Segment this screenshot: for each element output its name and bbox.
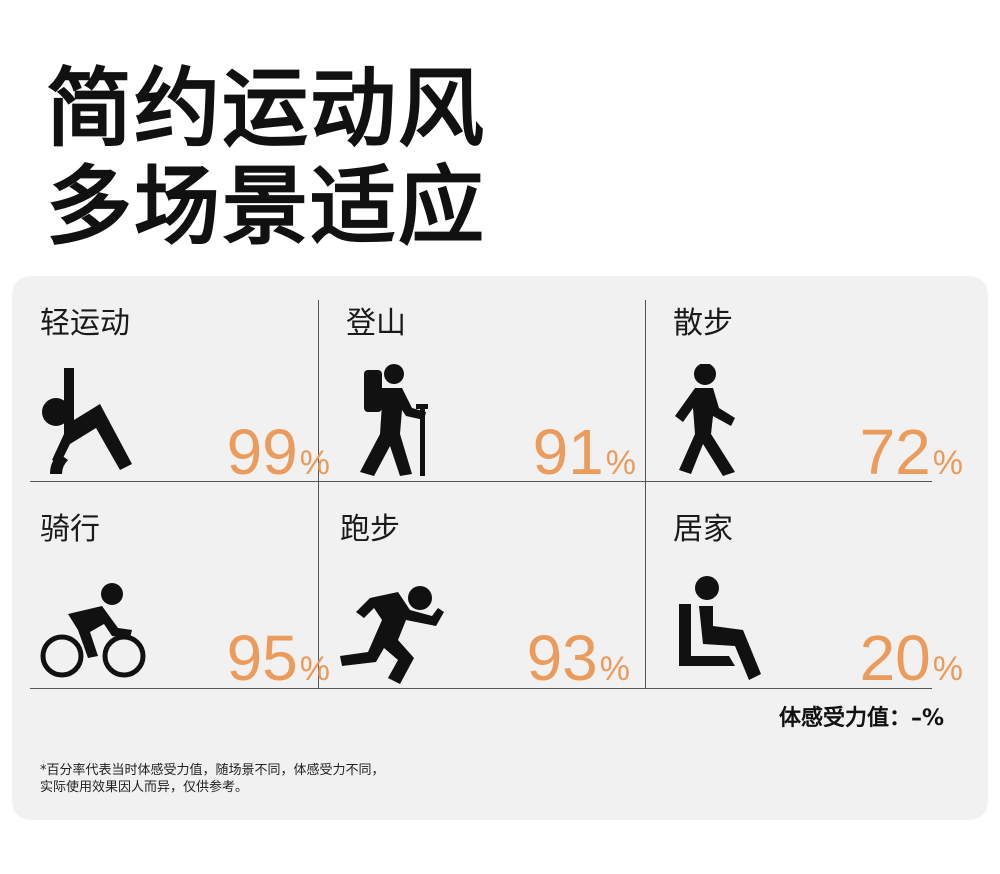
scenario-label: 跑步	[340, 512, 400, 547]
scenario-label: 骑行	[40, 512, 100, 547]
footnote-line-1: *百分率代表当时体感受力值，随场景不同，体感受力不同，	[40, 763, 385, 778]
value-number: 99	[226, 416, 298, 488]
walker-icon	[675, 364, 735, 476]
scenario-label: 登山	[346, 306, 406, 341]
scenario-label: 散步	[673, 306, 733, 341]
cyclist-icon	[40, 583, 146, 678]
value-number: 72	[859, 416, 931, 488]
grid-divider-h2	[30, 688, 932, 689]
scenario-value: 20%	[860, 626, 963, 690]
scenario-value: 95%	[227, 626, 330, 690]
value-unit: %	[299, 444, 330, 482]
scenario-value: 93%	[527, 626, 630, 690]
value-unit: %	[932, 650, 963, 688]
value-unit: %	[932, 444, 963, 482]
grid-divider-v2	[645, 300, 646, 688]
headline-line-1: 简约运动风	[46, 59, 486, 159]
hiker-icon	[360, 364, 428, 476]
scenario-home: 居家 20%	[673, 510, 963, 696]
seated-person-icon	[679, 576, 761, 680]
headline: 简约运动风 多场景适应	[46, 60, 486, 256]
legend-text: 体感受力值：–%	[778, 706, 944, 731]
scenario-running: 跑步 93%	[340, 510, 630, 696]
scenario-cycling: 骑行 95%	[40, 510, 330, 696]
grid-divider-v1	[318, 300, 319, 688]
grid-divider-h1	[30, 481, 932, 482]
stretch-icon	[42, 368, 132, 474]
scenario-value: 91%	[533, 420, 636, 484]
scenario-value: 72%	[860, 420, 963, 484]
value-number: 91	[532, 416, 604, 488]
value-number: 95	[226, 622, 298, 694]
headline-line-2: 多场景适应	[46, 157, 486, 257]
value-number: 20	[859, 622, 931, 694]
footnote-line-2: 实际使用效果因人而异，仅供参考。	[40, 780, 249, 795]
scenario-label: 居家	[673, 512, 733, 547]
value-unit: %	[299, 650, 330, 688]
value-unit: %	[599, 650, 630, 688]
runner-icon	[340, 586, 444, 684]
scenario-walking: 散步 72%	[673, 304, 963, 490]
scenario-value: 99%	[227, 420, 330, 484]
value-number: 93	[526, 622, 598, 694]
scenario-panel	[12, 276, 988, 820]
footnote: *百分率代表当时体感受力值，随场景不同，体感受力不同， 实际使用效果因人而异，仅…	[40, 762, 385, 796]
value-unit: %	[605, 444, 636, 482]
scenario-hiking: 登山 91%	[346, 304, 636, 490]
scenario-light-exercise: 轻运动 99%	[40, 304, 330, 490]
scenario-label: 轻运动	[40, 306, 130, 341]
